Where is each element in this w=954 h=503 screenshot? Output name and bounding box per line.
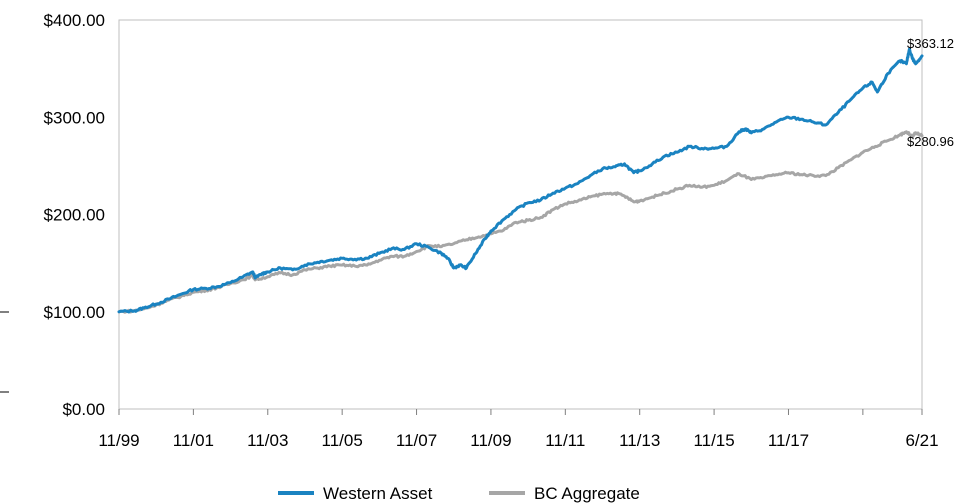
end-value-label: $363.12	[907, 36, 954, 51]
y-tick-label: $0.00	[62, 400, 105, 419]
end-labels: $363.12 $280.96	[907, 36, 954, 149]
y-tick-label: $300.00	[44, 108, 105, 127]
x-tick-label: 11/01	[173, 431, 214, 450]
x-tick-label: 11/09	[470, 431, 511, 450]
legend-label: BC Aggregate	[534, 484, 640, 503]
x-tick-label: 11/15	[693, 431, 734, 450]
y-tick-label: $200.00	[44, 206, 105, 225]
x-tick-label: 11/99	[98, 431, 139, 450]
plot-area-border	[118, 19, 923, 410]
series-line-bc-aggregate	[117, 130, 924, 314]
y-tick-label: $400.00	[44, 11, 105, 30]
x-tick-label: 11/05	[322, 431, 363, 450]
end-value-label: $280.96	[907, 134, 954, 149]
legend: Western Asset BC Aggregate	[278, 484, 640, 503]
y-axis: $0.00 $100.00 $200.00 $300.00 $400.00	[44, 11, 105, 419]
series-lines	[117, 47, 924, 314]
legend-label: Western Asset	[323, 484, 433, 503]
y-tick-label: $100.00	[44, 303, 105, 322]
x-tick-label: 11/17	[768, 431, 809, 450]
x-axis: 11/99 11/01 11/03 11/05 11/07 11/09 11/11 11/13…	[98, 409, 939, 450]
x-tick-label: 6/21	[905, 431, 938, 450]
series-line-western-asset	[117, 47, 924, 314]
x-tick-label: 11/07	[396, 431, 437, 450]
x-tick-label: 11/13	[619, 431, 660, 450]
x-tick-label: 11/03	[247, 431, 288, 450]
x-tick-label: 11/11	[545, 431, 585, 450]
